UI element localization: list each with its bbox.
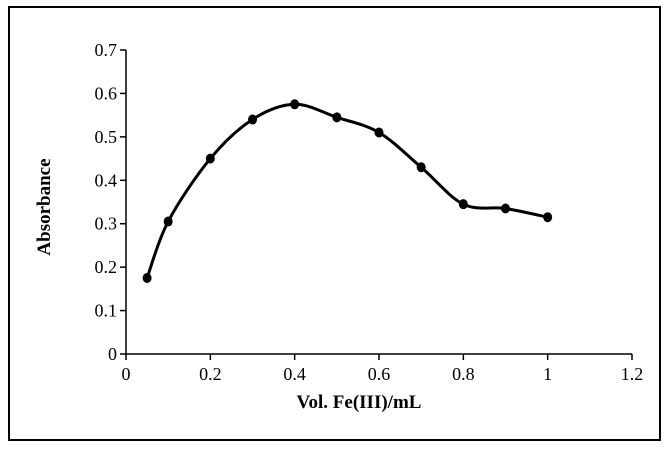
data-point (458, 199, 468, 210)
x-tick-label: 0.2 (199, 364, 222, 384)
line-chart: 0 0.1 0.2 0.3 0.4 0.5 0.6 0.7 0 0.2 0.4 0.6 0.8 1 1.2… (34, 40, 644, 413)
x-tick-label: 1.2 (621, 364, 644, 384)
y-tick-label: 0.6 (95, 83, 118, 103)
data-point (290, 99, 300, 110)
data-point (248, 114, 257, 125)
x-tick-label: 0.8 (452, 364, 475, 384)
y-tick-label: 0.5 (95, 127, 118, 147)
y-tick-label: 0.1 (95, 301, 118, 321)
x-axis-title: Vol. Fe(III)/mL (297, 392, 422, 413)
x-tick-label: 0.6 (368, 364, 391, 384)
y-axis-title: Absorbance (34, 158, 55, 255)
y-tick-label: 0.2 (95, 257, 118, 277)
chart-frame: 0 0.1 0.2 0.3 0.4 0.5 0.6 0.7 0 0.2 0.4 0.6 0.8 1 1.2… (8, 6, 661, 441)
y-tick-label: 0.3 (95, 214, 118, 234)
data-point (205, 153, 215, 164)
data-point (374, 127, 384, 138)
data-point (543, 212, 553, 223)
y-ticks: 0 0.1 0.2 0.3 0.4 0.5 0.6 0.7 (95, 40, 126, 364)
series (142, 99, 553, 283)
data-point (142, 273, 152, 283)
data-point (332, 112, 342, 123)
y-tick-label: 0 (108, 344, 117, 364)
series-line (145, 102, 548, 279)
data-point (163, 216, 173, 227)
axes (125, 50, 632, 355)
x-tick-label: 1 (543, 364, 552, 384)
data-point (501, 203, 510, 214)
x-tick-label: 0 (122, 364, 131, 384)
data-point (416, 162, 426, 173)
x-tick-label: 0.4 (283, 364, 306, 384)
y-tick-label: 0.7 (95, 40, 118, 60)
x-ticks: 0 0.2 0.4 0.6 0.8 1 1.2 (122, 354, 644, 384)
y-tick-label: 0.4 (95, 170, 118, 190)
